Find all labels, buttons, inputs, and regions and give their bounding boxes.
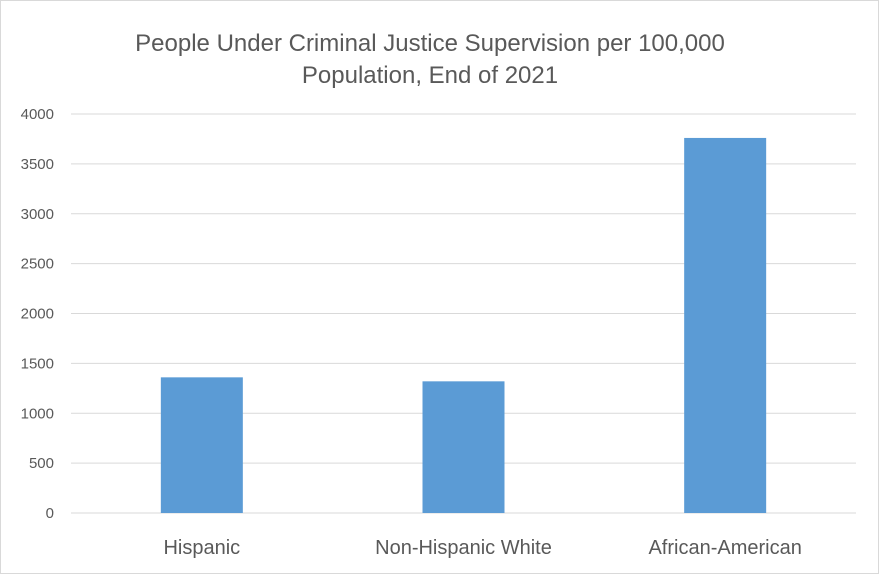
y-tick-label: 4000 <box>21 106 54 123</box>
bar-non-hispanic-white <box>422 381 505 513</box>
x-category-label: Hispanic <box>163 537 240 559</box>
y-tick-label: 0 <box>46 505 54 522</box>
bar-african-american <box>684 137 767 513</box>
y-axis-tick-labels: 0 500 1000 1500 2000 2500 3000 3500 4000 <box>21 106 54 522</box>
bars <box>160 137 767 513</box>
x-category-label: Non-Hispanic White <box>375 537 552 559</box>
chart-title-line-2: Population, End of 2021 <box>302 62 558 89</box>
x-axis-category-labels: Hispanic Non-Hispanic White African-Americ… <box>163 537 801 559</box>
y-tick-label: 2500 <box>21 256 54 273</box>
y-tick-label: 1000 <box>21 405 54 422</box>
chart-title-line-1: People Under Criminal Justice Supervisio… <box>135 30 725 57</box>
y-tick-label: 500 <box>29 455 54 472</box>
x-category-label: African-American <box>648 537 801 559</box>
y-tick-label: 2000 <box>21 306 54 323</box>
y-tick-label: 3000 <box>21 206 54 223</box>
bar-hispanic <box>160 377 243 513</box>
y-tick-label: 3500 <box>21 156 54 173</box>
y-tick-label: 1500 <box>21 355 54 372</box>
